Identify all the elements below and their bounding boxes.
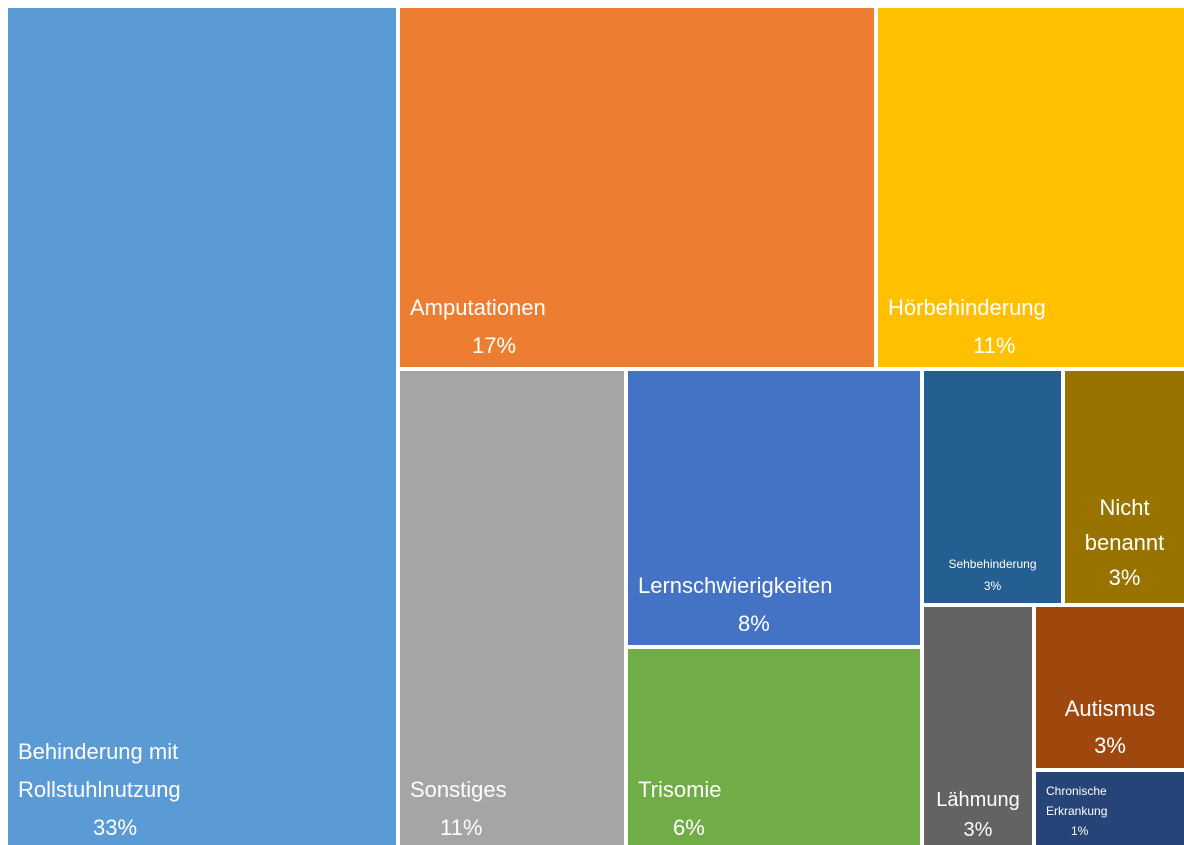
value-label: 3% [963, 819, 993, 841]
tile-label: Trisomie 6% [638, 771, 908, 845]
tile [628, 649, 920, 845]
tile [628, 371, 920, 645]
tile [1036, 607, 1184, 768]
tile [400, 8, 874, 367]
category-name: Lähmung [936, 789, 1020, 811]
category-name: Sonstiges [410, 777, 507, 802]
tile [878, 8, 1184, 367]
value-label: 17% [472, 333, 517, 358]
value-label: 11% [973, 333, 1016, 358]
category-name: Lernschwierigkeiten [638, 573, 833, 598]
category-name: Autismus [1064, 696, 1156, 721]
value-label: 3% [1094, 733, 1126, 758]
tile-label: Lernschwierigkeiten 8% [638, 567, 918, 643]
tile [924, 607, 1032, 845]
tile [8, 8, 396, 845]
category-name: Chronische Erkrankung [1046, 784, 1108, 818]
category-name: Amputationen [410, 295, 546, 320]
tile-label: Hörbehinderung 11% [888, 289, 1178, 365]
tile-label: Lähmung 3% [924, 785, 1032, 845]
tile-label: Amputationen 17% [410, 289, 710, 365]
tile-label: Nicht benannt 3% [1065, 490, 1184, 595]
category-name: Nicht benannt [1084, 495, 1165, 555]
value-label: 3% [983, 579, 1002, 593]
tile [1036, 772, 1184, 845]
category-name: Sehbehinderung [948, 557, 1037, 571]
value-label: 6% [673, 815, 705, 840]
value-label: 33% [93, 815, 138, 840]
category-name: Trisomie [638, 777, 722, 802]
value-label: 3% [1108, 565, 1141, 590]
tile-label: Sonstiges 11% [410, 771, 610, 845]
tile [400, 371, 624, 845]
tile-label: Sehbehinderung 3% [924, 553, 1061, 597]
tile-label: Autismus 3% [1036, 690, 1184, 764]
value-label: 1% [1071, 824, 1089, 838]
category-name: Hörbehinderung [888, 295, 1046, 320]
category-name: Behinderung mit Rollstuhlnutzung [18, 739, 181, 802]
tile [1065, 371, 1184, 603]
tile-label: Behinderung mit Rollstuhlnutzung 33% [18, 733, 238, 845]
value-label: 11% [440, 815, 483, 840]
tile [924, 371, 1061, 603]
value-label: 8% [738, 611, 770, 636]
tile-label: Chronische Erkrankung 1% [1046, 781, 1126, 841]
